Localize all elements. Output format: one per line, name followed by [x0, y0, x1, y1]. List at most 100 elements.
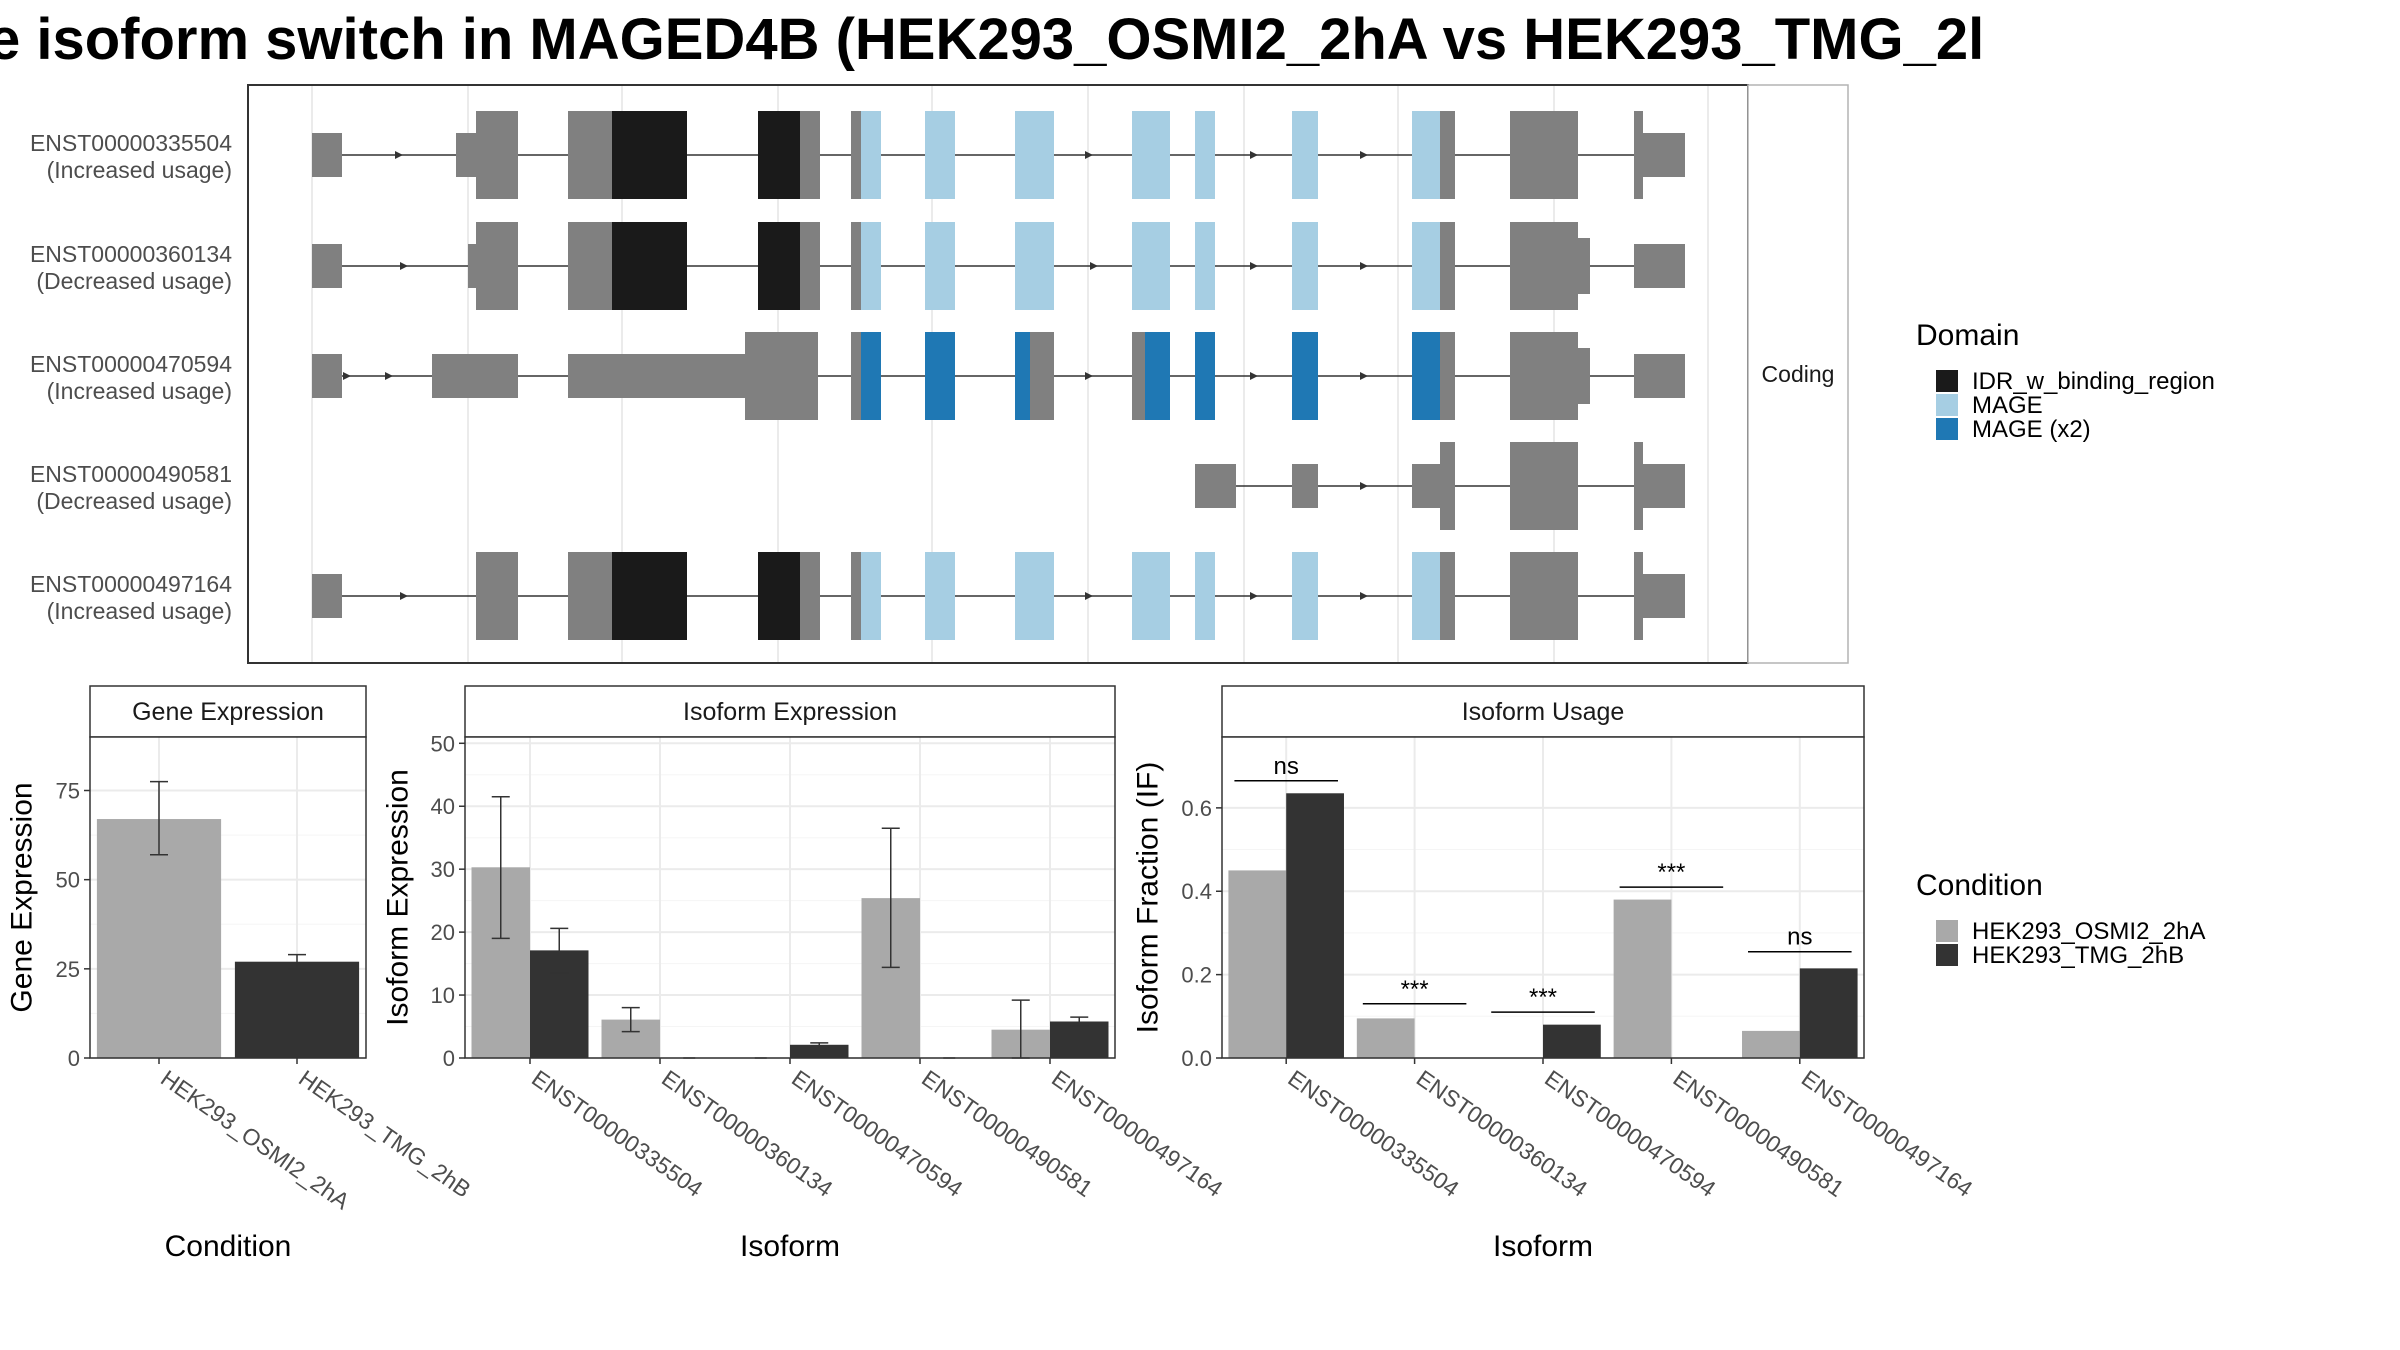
- facet-title: Gene Expression: [132, 698, 324, 726]
- exon-block: [1292, 332, 1318, 420]
- exon-block: [925, 222, 955, 310]
- y-axis-title: Isoform Expression: [382, 769, 415, 1026]
- domain-legend-label: MAGE: [1972, 392, 2043, 419]
- significance-label: ns: [1274, 753, 1299, 780]
- bar: [1286, 793, 1344, 1058]
- direction-arrow: [1085, 372, 1093, 380]
- domain-legend-title: Domain: [1916, 319, 2019, 352]
- exon-block: [851, 111, 861, 199]
- y-tick-label: 0: [443, 1046, 455, 1071]
- direction-arrow: [1250, 372, 1258, 380]
- exon-block: [800, 552, 820, 640]
- direction-arrow: [1090, 262, 1098, 270]
- exon-block: [1510, 552, 1578, 640]
- y-tick-label: 0.2: [1181, 963, 1212, 988]
- exon-block: [568, 354, 745, 398]
- transcript-track-ENST00000470594: [312, 332, 1685, 420]
- transcript-id-label: ENST00000490581: [30, 461, 232, 487]
- isoform-expression-chart: Isoform Expression01020304050ENST0000033…: [382, 685, 1228, 1263]
- direction-arrow: [1360, 372, 1368, 380]
- structure-panel: Coding ENST00000335504(Increased usage)E…: [30, 84, 1849, 664]
- condition-legend-label: HEK293_TMG_2hB: [1972, 942, 2184, 969]
- y-tick-label: 30: [431, 857, 455, 882]
- y-tick-label: 20: [431, 920, 455, 945]
- strip-coding: [1747, 84, 1849, 664]
- exon-block: [1015, 552, 1054, 640]
- exon-block: [1510, 111, 1578, 199]
- transcript-track-ENST00000490581: [1195, 442, 1685, 530]
- transcript-track-ENST00000497164: [312, 552, 1685, 640]
- exon-block: [1195, 222, 1215, 310]
- exon-block: [1195, 111, 1215, 199]
- exon-block: [1030, 332, 1054, 420]
- bar: [234, 961, 360, 1058]
- exon-block: [1412, 332, 1440, 420]
- significance-label: ***: [1529, 984, 1557, 1011]
- y-axis-title: Isoform Fraction (IF): [1132, 762, 1165, 1034]
- direction-arrow: [1085, 592, 1093, 600]
- exon-block: [432, 354, 518, 398]
- transcript-track-ENST00000335504: [312, 111, 1685, 199]
- exon-block: [568, 222, 612, 310]
- exon-block: [1412, 111, 1440, 199]
- strip-coding-label: Coding: [1762, 361, 1835, 387]
- bar: [790, 1044, 849, 1058]
- transcript-track-ENST00000360134: [312, 222, 1685, 310]
- exon-block: [612, 222, 687, 310]
- direction-arrow: [400, 592, 408, 600]
- exon-block: [1292, 464, 1318, 508]
- exon-block: [1643, 133, 1685, 177]
- domain-legend-label: IDR_w_binding_region: [1972, 368, 2215, 395]
- domain-legend-key: [1936, 418, 1958, 440]
- exon-block: [476, 222, 518, 310]
- transcript-id-label: ENST00000497164: [30, 571, 232, 597]
- exon-block: [468, 244, 476, 288]
- transcript-id-label: ENST00000335504: [30, 130, 232, 156]
- direction-arrow: [1360, 482, 1368, 490]
- exon-block: [1195, 552, 1215, 640]
- y-tick-label: 0: [68, 1046, 80, 1071]
- transcript-usage-label: (Decreased usage): [36, 268, 232, 294]
- facet-strip: [464, 685, 1116, 738]
- transcript-id-label: ENST00000360134: [30, 241, 232, 267]
- condition-legend-title: Condition: [1916, 869, 2043, 902]
- exon-block: [1440, 222, 1455, 310]
- exon-block: [1195, 464, 1236, 508]
- exon-block: [1643, 574, 1685, 618]
- exon-block: [1634, 442, 1643, 530]
- exon-block: [312, 244, 342, 288]
- exon-block: [1440, 332, 1455, 420]
- y-tick-label: 0.4: [1181, 879, 1212, 904]
- facet-title: Isoform Expression: [683, 698, 897, 726]
- exon-block: [1643, 464, 1685, 508]
- direction-arrow: [1085, 151, 1093, 159]
- exon-block: [800, 111, 820, 199]
- exon-block: [925, 552, 955, 640]
- significance-label: ***: [1401, 976, 1429, 1003]
- exon-block: [1578, 348, 1590, 404]
- exon-block: [1440, 111, 1455, 199]
- exon-block: [925, 332, 955, 420]
- direction-arrow: [343, 372, 351, 380]
- x-axis-title: Isoform: [1493, 1230, 1593, 1263]
- exon-block: [1412, 552, 1440, 640]
- exon-block: [1195, 332, 1215, 420]
- exon-block: [851, 332, 861, 420]
- figure-title: e isoform switch in MAGED4B (HEK293_OSMI…: [0, 7, 1985, 72]
- condition-legend-key: [1936, 920, 1958, 942]
- exon-block: [456, 133, 476, 177]
- transcript-id-label: ENST00000470594: [30, 351, 232, 377]
- exon-block: [312, 354, 342, 398]
- y-axis-title: Gene Expression: [6, 782, 39, 1012]
- exon-block: [861, 111, 881, 199]
- exon-block: [1015, 332, 1030, 420]
- exon-block: [1634, 111, 1643, 199]
- direction-arrow: [1360, 151, 1368, 159]
- bar: [1050, 1021, 1109, 1058]
- transcript-labels: ENST00000335504(Increased usage)ENST0000…: [30, 130, 232, 624]
- exon-block: [1015, 111, 1054, 199]
- exon-block: [476, 111, 518, 199]
- direction-arrow: [1250, 151, 1258, 159]
